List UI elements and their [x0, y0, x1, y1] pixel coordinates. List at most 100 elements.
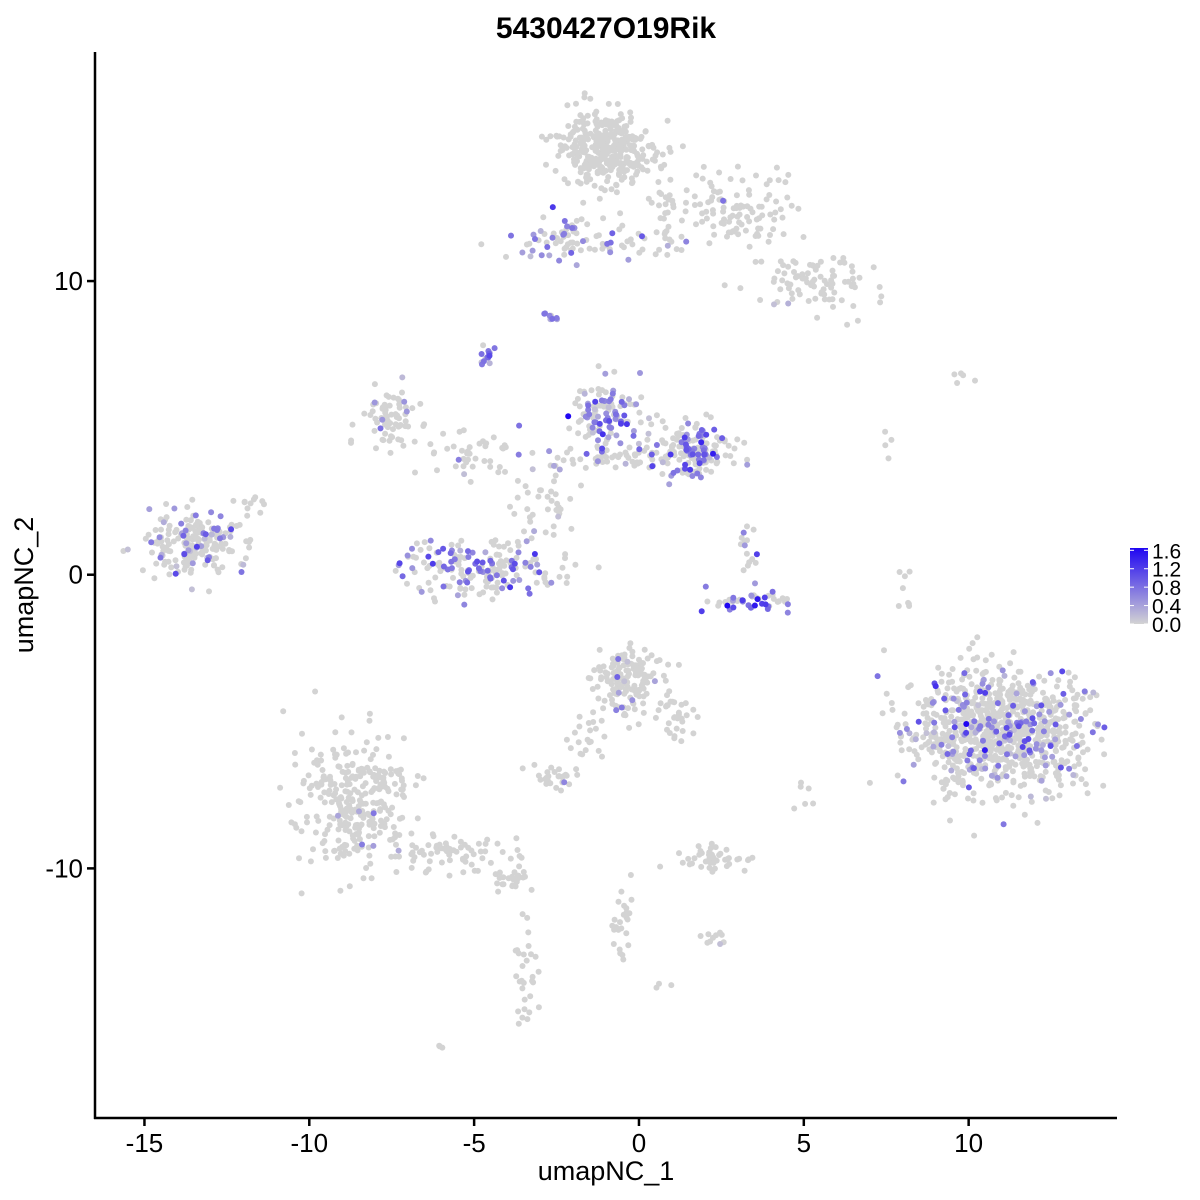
cell-point — [417, 546, 424, 553]
cell-point — [516, 577, 523, 583]
cell-point — [377, 807, 383, 814]
cell-point — [744, 214, 751, 220]
cell-point — [522, 559, 529, 566]
cell-point — [373, 778, 380, 784]
cell-point — [414, 773, 421, 779]
cell-point — [1026, 747, 1033, 754]
cell-point — [574, 149, 581, 156]
cell-point — [312, 829, 319, 836]
cell-point — [932, 683, 939, 690]
cell-point — [148, 539, 155, 546]
cell-point — [606, 424, 613, 430]
cell-point — [292, 761, 299, 768]
cell-point — [585, 136, 591, 143]
cell-point — [385, 753, 392, 760]
cell-point — [1007, 660, 1014, 667]
cell-point — [1084, 790, 1091, 797]
cell-point — [1082, 766, 1089, 773]
cell-point — [368, 875, 375, 882]
cell-point — [398, 775, 405, 782]
cell-point — [931, 719, 938, 726]
cell-point — [894, 721, 901, 728]
cell-point — [907, 682, 914, 689]
cell-point — [960, 782, 966, 789]
cell-point — [777, 206, 784, 213]
cell-point — [538, 133, 545, 140]
cell-point — [455, 542, 462, 549]
cell-point — [703, 215, 710, 222]
cell-point — [615, 898, 622, 905]
cell-point — [518, 854, 525, 861]
cell-point — [606, 418, 613, 424]
cell-point — [844, 321, 851, 328]
cell-point — [675, 661, 682, 668]
cell-point — [645, 142, 652, 149]
cell-point — [633, 171, 640, 178]
cell-point — [514, 477, 521, 484]
cell-point — [139, 567, 146, 574]
cell-point — [964, 714, 971, 721]
cell-point — [372, 415, 379, 422]
cell-point — [304, 819, 310, 826]
cell-point — [899, 585, 906, 592]
cell-point — [612, 416, 619, 422]
cell-point — [972, 377, 978, 384]
cell-point — [662, 453, 669, 460]
cell-point — [459, 447, 465, 454]
cell-point — [397, 766, 404, 773]
cell-point — [342, 775, 349, 782]
cell-point — [658, 191, 665, 197]
cell-point — [1052, 721, 1059, 728]
cell-point — [790, 258, 797, 265]
cell-point — [784, 596, 790, 602]
cell-point — [343, 750, 350, 757]
cell-point — [573, 217, 580, 224]
cell-point — [1055, 677, 1062, 684]
cell-point — [734, 163, 741, 170]
cell-point — [949, 707, 956, 714]
cell-point — [971, 718, 978, 725]
cell-point — [482, 848, 489, 855]
cell-point — [648, 421, 655, 428]
cell-point — [353, 749, 359, 756]
cell-point — [1032, 745, 1039, 752]
cell-point — [935, 664, 942, 671]
cell-point — [401, 398, 408, 405]
cell-point — [618, 176, 625, 183]
cell-point — [600, 143, 607, 150]
cell-point — [988, 700, 995, 707]
cell-point — [388, 411, 395, 418]
cell-point — [1015, 747, 1022, 754]
cell-point — [599, 459, 606, 465]
cell-point — [622, 460, 629, 467]
cell-point — [521, 528, 527, 535]
cell-point — [482, 443, 489, 450]
cell-point — [335, 837, 342, 844]
cell-point — [163, 514, 170, 521]
cell-point — [384, 417, 391, 424]
cell-point — [227, 533, 234, 540]
cell-point — [377, 425, 384, 432]
cell-point — [652, 714, 659, 721]
cell-point — [690, 730, 697, 737]
cell-point — [372, 765, 379, 772]
cell-point — [641, 646, 648, 653]
cell-point — [626, 645, 633, 651]
cell-point — [1057, 764, 1064, 771]
cell-point — [561, 218, 568, 224]
cell-point — [649, 456, 656, 463]
cell-point — [939, 730, 946, 737]
cell-point — [193, 543, 200, 550]
cell-point — [1043, 795, 1049, 802]
cell-point — [849, 275, 856, 282]
cell-point — [614, 674, 621, 680]
cell-point — [366, 852, 373, 859]
cell-point — [437, 568, 444, 575]
cell-point — [763, 181, 770, 188]
cell-point — [662, 677, 669, 684]
cell-point — [400, 442, 407, 449]
cell-point — [564, 223, 571, 230]
cell-point — [208, 509, 215, 516]
cell-point — [1009, 759, 1016, 766]
cell-point — [353, 773, 360, 780]
